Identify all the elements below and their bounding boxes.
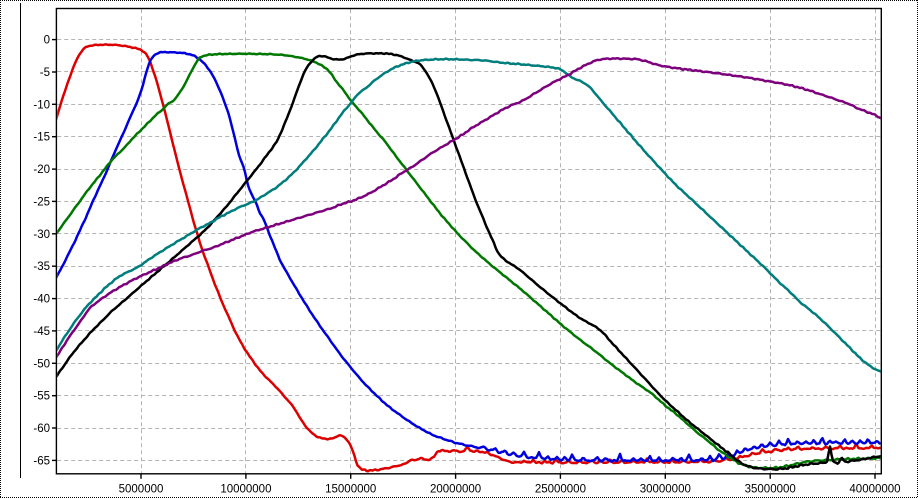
svg-text:0: 0 — [44, 35, 50, 47]
svg-text:-25: -25 — [33, 196, 50, 208]
svg-text:25000000: 25000000 — [535, 484, 586, 496]
svg-text:-35: -35 — [33, 261, 50, 273]
svg-text:-30: -30 — [33, 229, 50, 241]
svg-text:35000000: 35000000 — [745, 484, 796, 496]
svg-text:-15: -15 — [33, 132, 50, 144]
svg-text:-55: -55 — [33, 391, 50, 403]
svg-text:15000000: 15000000 — [325, 484, 376, 496]
svg-text:-20: -20 — [33, 164, 50, 176]
svg-text:-50: -50 — [33, 358, 50, 370]
svg-text:-40: -40 — [33, 294, 50, 306]
svg-text:-45: -45 — [33, 326, 50, 338]
svg-text:20000000: 20000000 — [430, 484, 481, 496]
svg-text:-5: -5 — [40, 67, 50, 79]
svg-text:10000000: 10000000 — [220, 484, 271, 496]
svg-text:-65: -65 — [33, 455, 50, 467]
svg-text:-60: -60 — [33, 423, 50, 435]
svg-text:40000000: 40000000 — [849, 484, 900, 496]
svg-text:-10: -10 — [33, 99, 50, 111]
svg-text:5000000: 5000000 — [119, 484, 164, 496]
svg-text:30000000: 30000000 — [640, 484, 691, 496]
